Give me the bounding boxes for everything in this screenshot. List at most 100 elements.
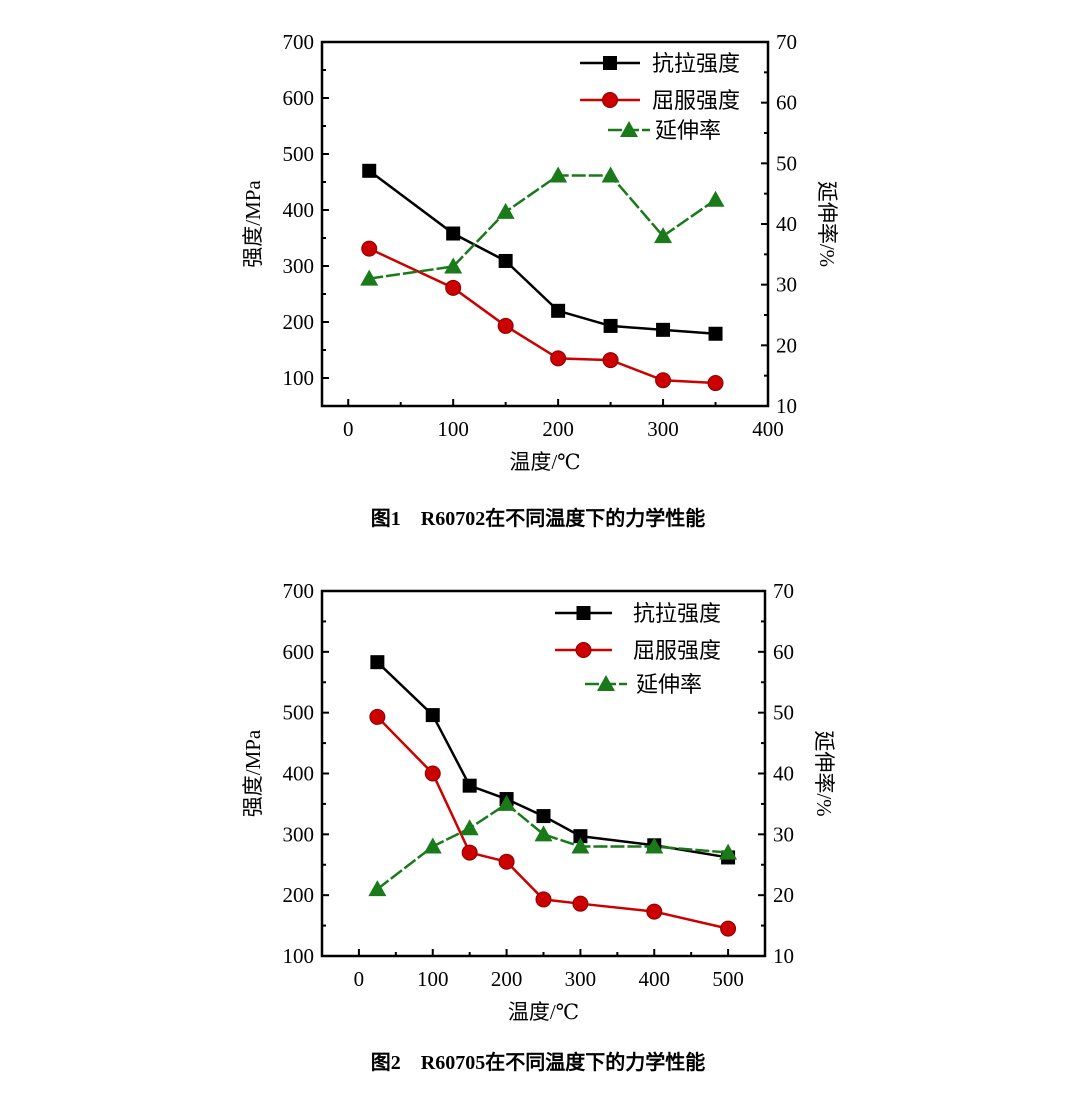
x-tick-label: 100	[437, 417, 469, 441]
x-tick-label: 0	[354, 967, 365, 991]
series-square-1	[362, 163, 723, 341]
x-tick-label: 200	[542, 417, 574, 441]
data-point	[571, 837, 590, 854]
y-tick-label: 600	[283, 640, 315, 664]
data-point	[497, 794, 516, 811]
data-point	[573, 829, 588, 844]
series-line	[376, 661, 729, 859]
data-point	[369, 708, 386, 725]
y-tick-label: 500	[283, 701, 315, 725]
data-point	[368, 880, 387, 897]
data-point	[360, 269, 379, 286]
series-circle-2	[361, 240, 724, 392]
x-tick-label: 400	[752, 417, 784, 441]
x-tick-label: 300	[647, 417, 679, 441]
y2-tick-label: 10	[776, 394, 797, 418]
x-axis-label: 温度/℃	[508, 1000, 579, 1024]
x-tick-label: 0	[343, 417, 354, 441]
y-tick-label: 400	[283, 762, 315, 786]
series-triangle-3	[368, 794, 738, 897]
data-point	[497, 317, 514, 334]
data-point	[362, 163, 377, 178]
y-tick-label: 300	[283, 254, 315, 278]
x-tick-label: 300	[565, 967, 597, 991]
y-tick-label: 700	[283, 30, 315, 54]
y-tick-label: 300	[283, 822, 315, 846]
data-point	[601, 166, 620, 183]
data-point	[708, 326, 723, 341]
data-point	[719, 843, 738, 860]
data-point	[720, 920, 737, 937]
series-line	[376, 716, 729, 930]
y2-axis-label: 延伸率/%	[812, 730, 836, 816]
data-point	[498, 253, 513, 268]
y2-axis-label: 延伸率/%	[815, 181, 839, 267]
y2-tick-label: 40	[773, 762, 794, 786]
data-point	[534, 825, 553, 842]
y2-tick-label: 50	[773, 701, 794, 725]
data-point	[706, 190, 725, 207]
legend-label: 屈服强度	[652, 88, 740, 113]
series-triangle-3	[360, 166, 725, 286]
data-point	[461, 844, 478, 861]
data-point	[424, 765, 441, 782]
data-point	[496, 202, 515, 219]
data-point	[655, 372, 672, 389]
legend-label: 抗拉强度	[633, 601, 721, 626]
legend-marker	[620, 121, 638, 137]
series-circle-2	[369, 708, 737, 937]
legend-marker	[597, 675, 615, 691]
y2-tick-label: 70	[773, 579, 794, 603]
legend-label: 延伸率	[636, 672, 702, 697]
legend-marker	[602, 92, 618, 108]
data-point	[550, 350, 567, 367]
data-point	[361, 240, 378, 257]
y-tick-label: 700	[283, 579, 315, 603]
data-point	[603, 318, 618, 333]
chart-2: 0 100 200 300 400 500 100 200 300 400 500 600 700 10 2…	[241, 579, 836, 1024]
data-point	[370, 655, 385, 670]
data-point	[423, 837, 442, 854]
series-line	[376, 802, 729, 891]
y-tick-label: 100	[283, 944, 315, 968]
y2-tick-label: 50	[776, 151, 797, 175]
data-point	[707, 375, 724, 392]
legend-marker	[603, 56, 617, 70]
chart-1: 0 100 200 300 400 100 200 300 400 500 600 700 10 20 30…	[241, 30, 839, 474]
y-tick-label: 200	[283, 883, 315, 907]
legend-label: 延伸率	[655, 118, 721, 143]
y2-tick-label: 40	[776, 212, 797, 236]
data-point	[535, 891, 552, 908]
data-point	[536, 809, 551, 824]
data-point	[572, 895, 589, 912]
y2-tick-label: 30	[776, 273, 797, 297]
x-axis-label: 温度/℃	[509, 450, 580, 474]
figure-1-caption: 图1 R60702在不同温度下的力学性能	[370, 508, 706, 530]
x-tick-label: 100	[417, 967, 449, 991]
data-point	[498, 853, 515, 870]
data-point	[602, 352, 619, 369]
series-line	[369, 174, 717, 280]
y2-tick-label: 60	[773, 640, 794, 664]
legend-label: 屈服强度	[633, 638, 721, 663]
y-tick-label: 400	[283, 198, 315, 222]
y-axis-label: 强度/MPa	[241, 180, 265, 268]
data-point	[445, 279, 462, 296]
data-point	[646, 903, 663, 920]
figure-2-caption: 图2 R60705在不同温度下的力学性能	[370, 1052, 706, 1074]
x-tick-label: 500	[712, 967, 744, 991]
data-point	[656, 322, 671, 337]
data-point	[462, 778, 477, 793]
data-point	[460, 819, 479, 836]
series-line	[368, 169, 716, 336]
data-point	[551, 303, 566, 318]
x-tick-label: 400	[639, 967, 671, 991]
y2-tick-label: 20	[773, 883, 794, 907]
y-axis-label: 强度/MPa	[241, 729, 265, 817]
legend-marker	[575, 642, 592, 658]
data-point	[425, 708, 440, 723]
y-tick-label: 100	[283, 366, 315, 390]
y2-tick-label: 30	[773, 822, 794, 846]
